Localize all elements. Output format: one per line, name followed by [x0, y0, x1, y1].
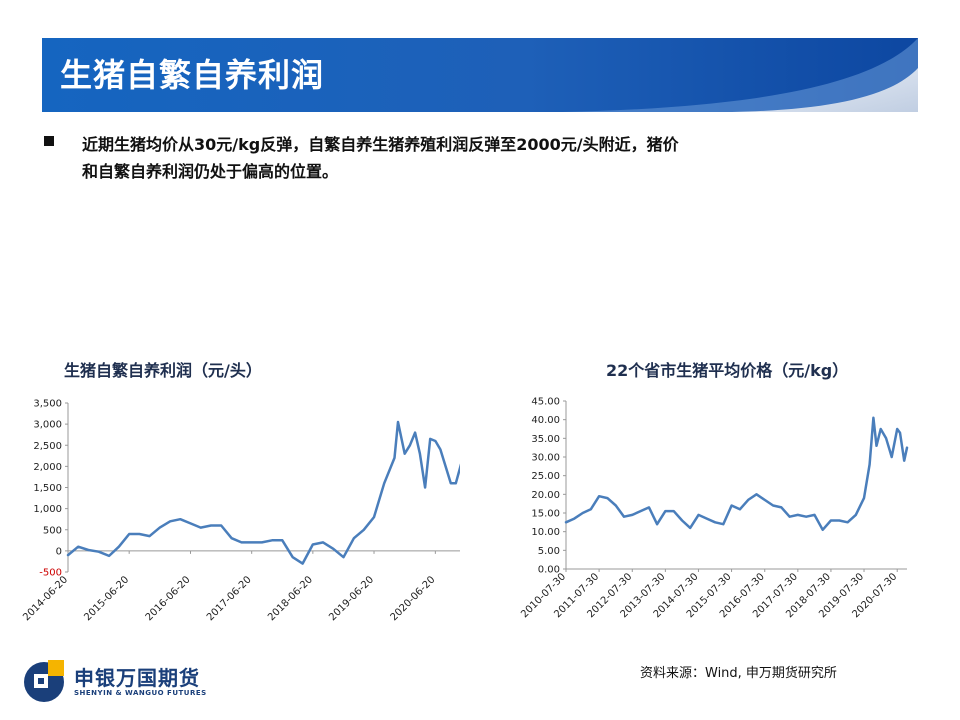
y-tick-label: -500	[39, 568, 62, 579]
y-tick-label: 25.00	[531, 471, 560, 482]
y-tick-label: 0	[56, 546, 62, 557]
banner-background	[42, 38, 918, 112]
y-tick-label: 40.00	[531, 415, 560, 426]
logo-text-cn: 申银万国期货	[74, 666, 200, 690]
slide-title: 生猪自繁自养利润	[60, 56, 325, 94]
chart-title-price: 22个省市生猪平均价格（元/kg）	[606, 361, 849, 380]
x-tick-label: 2018-06-20	[266, 574, 315, 623]
logo-mark-icon	[24, 660, 64, 702]
logo-text-en: SHENYIN & WANGUO FUTURES	[74, 689, 207, 697]
y-tick-label: 15.00	[531, 509, 560, 520]
y-tick-label: 3,000	[33, 420, 62, 431]
y-tick-label: 1,500	[33, 483, 62, 494]
y-tick-label: 1,000	[33, 504, 62, 515]
title-banner: 生猪自繁自养利润	[42, 38, 918, 112]
x-tick-label: 2017-06-20	[205, 574, 254, 623]
y-tick-label: 2,500	[33, 441, 62, 452]
chart-title-profit: 生猪自繁自养利润（元/头）	[64, 361, 262, 380]
y-tick-label: 35.00	[531, 434, 560, 445]
x-tick-label: 2015-06-20	[82, 574, 131, 623]
bullet-point: 近期生猪均价从30元/kg反弹，自繁自养生猪养殖利润反弹至2000元/头附近，猪…	[44, 131, 874, 185]
x-tick-label: 2019-06-20	[327, 574, 376, 623]
y-tick-label: 2,000	[33, 462, 62, 473]
profit-line-chart: -500 0 500 1,000 1,500 2,000 2,500 3,000 3,500 20…	[21, 399, 460, 623]
y-tick-label: 5.00	[538, 546, 560, 557]
price-line-chart: 0.00 5.00 10.00 15.00 20.00 25.00 30.00 35.00 40…	[519, 397, 909, 620]
x-tick-label: 2020-06-20	[389, 574, 438, 623]
company-logo: 申银万国期货 SHENYIN & WANGUO FUTURES	[22, 656, 242, 706]
y-tick-label: 20.00	[531, 490, 560, 501]
y-tick-label: 3,500	[33, 399, 62, 410]
bullet-text: 近期生猪均价从30元/kg反弹，自繁自养生猪养殖利润反弹至2000元/头附近，猪…	[82, 131, 874, 185]
series-line	[66, 420, 460, 565]
y-tick-label: 10.00	[531, 527, 560, 538]
y-tick-label: 500	[43, 525, 62, 536]
y-tick-label: 45.00	[531, 397, 560, 408]
x-tick-label: 2014-06-20	[21, 574, 70, 623]
bullet-line-2: 和自繁自养利润仍处于偏高的位置。	[82, 162, 339, 181]
x-tick-label: 2016-06-20	[144, 574, 193, 623]
series-line	[564, 416, 909, 532]
bullet-square-icon	[44, 136, 54, 146]
y-tick-label: 0.00	[538, 565, 560, 576]
y-tick-label: 30.00	[531, 453, 560, 464]
source-note: 资料来源：Wind, 申万期货研究所	[640, 666, 837, 681]
bullet-line-1: 近期生猪均价从30元/kg反弹，自繁自养生猪养殖利润反弹至2000元/头附近，猪…	[82, 135, 679, 154]
